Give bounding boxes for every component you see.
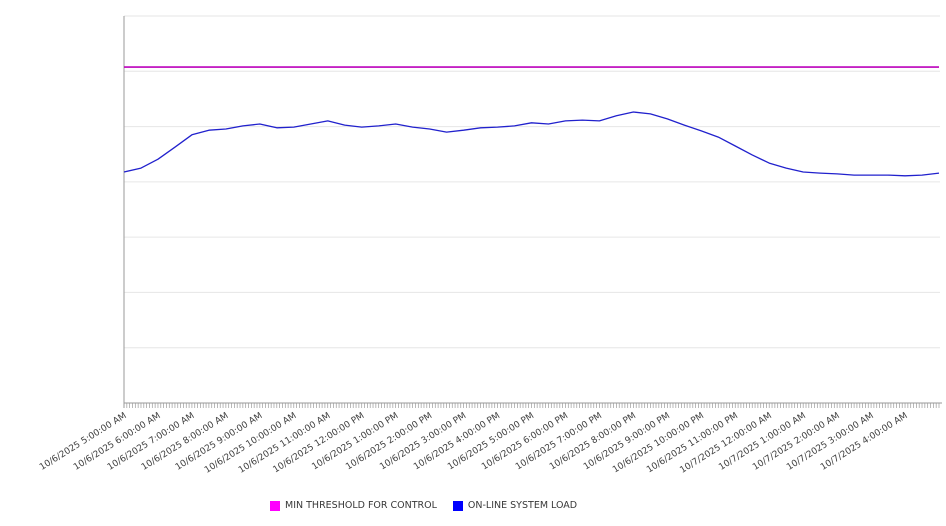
online-system-load-swatch-icon [452,500,463,511]
legend-label-online-system-load: ON-LINE SYSTEM LOAD [467,500,578,511]
legend-item-online-system-load[interactable]: ON-LINE SYSTEM LOAD [452,500,578,511]
chart-legend: MIN THRESHOLD FOR CONTROL ON-LINE SYSTEM… [270,500,577,511]
legend-item-min-threshold[interactable]: MIN THRESHOLD FOR CONTROL [270,500,437,511]
legend-label-min-threshold: MIN THRESHOLD FOR CONTROL [285,500,437,511]
min-threshold-swatch-icon [270,500,280,511]
